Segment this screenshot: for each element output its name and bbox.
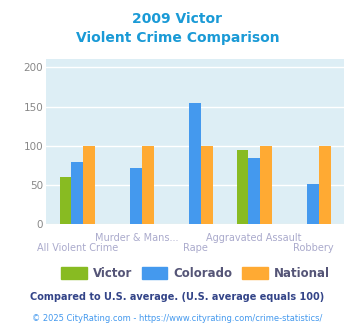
Bar [189, 103, 201, 224]
Bar [142, 146, 154, 224]
Text: Robbery: Robbery [293, 244, 333, 253]
Bar [236, 150, 248, 224]
Bar [319, 146, 331, 224]
Text: © 2025 CityRating.com - https://www.cityrating.com/crime-statistics/: © 2025 CityRating.com - https://www.city… [32, 314, 323, 323]
Text: Compared to U.S. average. (U.S. average equals 100): Compared to U.S. average. (U.S. average … [31, 292, 324, 302]
Text: 2009 Victor: 2009 Victor [132, 12, 223, 25]
Text: All Violent Crime: All Violent Crime [37, 244, 118, 253]
Bar [248, 158, 260, 224]
Legend: Victor, Colorado, National: Victor, Colorado, National [61, 267, 330, 280]
Bar [130, 168, 142, 224]
Text: Violent Crime Comparison: Violent Crime Comparison [76, 31, 279, 45]
Text: Murder & Mans...: Murder & Mans... [94, 234, 178, 244]
Text: Rape: Rape [183, 244, 208, 253]
Text: Aggravated Assault: Aggravated Assault [207, 234, 302, 244]
Bar [83, 146, 95, 224]
Bar [307, 184, 319, 224]
Bar [201, 146, 213, 224]
Bar [71, 162, 83, 224]
Bar [260, 146, 272, 224]
Bar [60, 177, 71, 224]
